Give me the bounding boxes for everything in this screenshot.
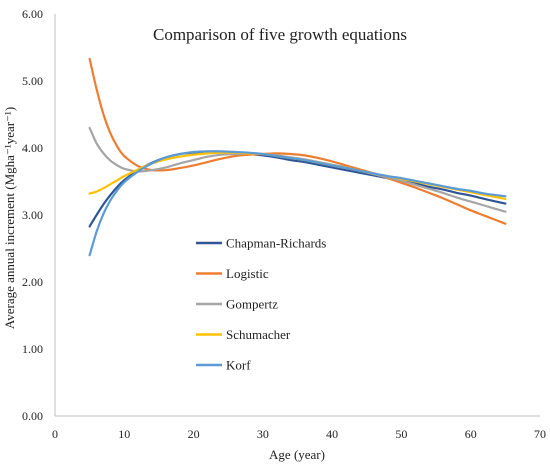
x-tick-label: 10 <box>118 427 130 441</box>
series-lines <box>88 57 507 257</box>
legend: Chapman-Richards Logistic Gompertz Schumach… <box>196 236 326 373</box>
y-tick-label: 3.00 <box>22 208 43 222</box>
series-line-chapman-richards <box>88 150 507 228</box>
legend-label-schumacher: Schumacher <box>226 327 291 342</box>
y-tick-labels: 0.00 1.00 2.00 3.00 4.00 5.00 6.00 <box>22 7 43 423</box>
x-tick-label: 50 <box>395 427 407 441</box>
chart-title: Comparison of five growth equations <box>153 25 407 44</box>
legend-label-chapman-richards: Chapman-Richards <box>226 236 326 251</box>
y-tick-label: 6.00 <box>22 7 43 21</box>
x-tick-label: 30 <box>257 427 269 441</box>
x-tick-label: 20 <box>188 427 200 441</box>
y-tick-label: 5.00 <box>22 74 43 88</box>
legend-label-gompertz: Gompertz <box>226 297 278 312</box>
legend-label-korf: Korf <box>226 358 251 373</box>
x-tick-label: 60 <box>465 427 477 441</box>
x-tick-labels: 0 10 20 30 40 50 60 70 <box>52 427 546 441</box>
x-tick-label: 0 <box>52 427 58 441</box>
series-line-korf <box>88 150 507 257</box>
y-tick-label: 1.00 <box>22 342 43 356</box>
x-tick-label: 70 <box>534 427 546 441</box>
y-tick-label: 2.00 <box>22 275 43 289</box>
y-axis-title: Average annual increment (Mgha⁻¹year⁻¹) <box>2 107 17 329</box>
x-tick-label: 40 <box>326 427 338 441</box>
legend-label-logistic: Logistic <box>226 266 269 281</box>
series-line-logistic <box>88 57 507 225</box>
x-axis-title: Age (year) <box>269 447 325 462</box>
y-tick-label: 0.00 <box>22 409 43 423</box>
y-tick-label: 4.00 <box>22 141 43 155</box>
